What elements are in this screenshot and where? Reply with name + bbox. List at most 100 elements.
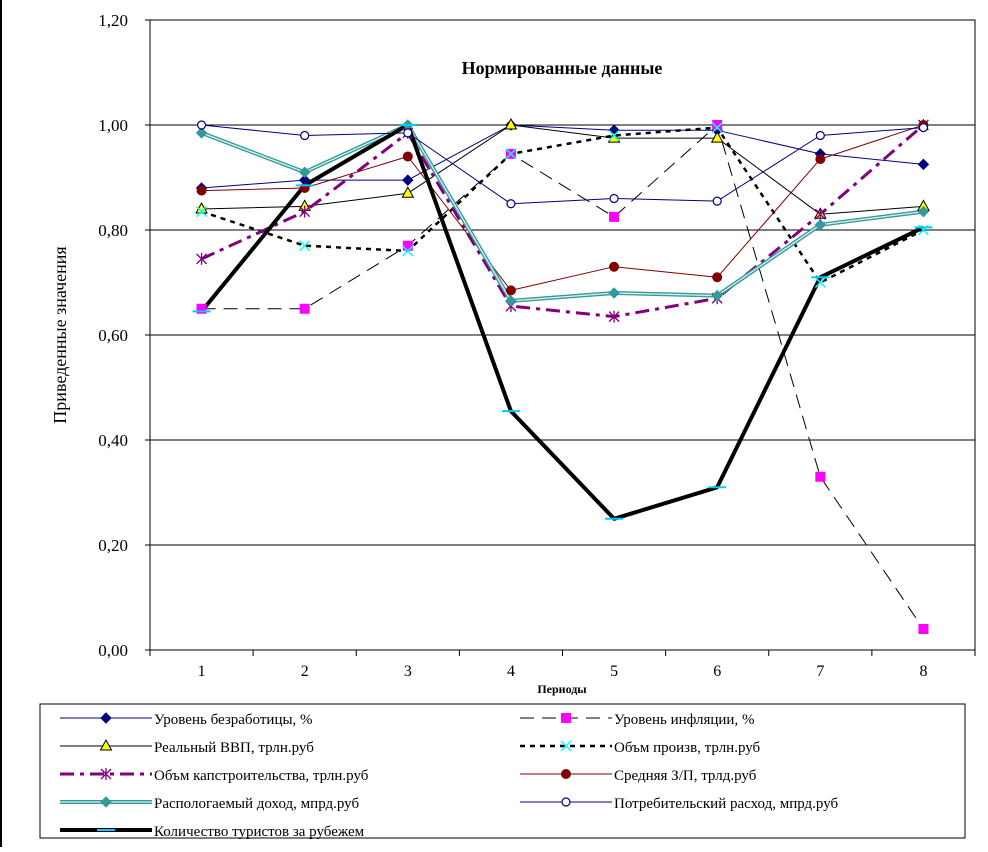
series-line-8 [201, 124, 924, 205]
data-point-series-7 [711, 289, 723, 302]
series-line-9 [200, 123, 925, 521]
y-tick-label: 1,20 [98, 11, 128, 30]
legend-item: Объм произв, трлн.руб [520, 740, 761, 756]
legend-item: Количество туристов за рубежем [60, 824, 365, 840]
legend-marker [100, 768, 112, 780]
data-point-series-4 [814, 276, 826, 289]
gridlines [150, 124, 975, 546]
legend-label: Потребительский расход, мпрд.руб [614, 796, 839, 812]
legend-marker [100, 712, 112, 724]
data-point-series-4 [196, 206, 208, 218]
data-point-series-4 [505, 148, 517, 160]
data-point-series-8 [918, 123, 929, 133]
x-tick-label: 5 [610, 663, 618, 680]
data-point-series-8 [403, 128, 413, 138]
legend-marker [561, 797, 571, 807]
data-point-series-7 [917, 205, 930, 218]
x-tick-label: 8 [919, 663, 927, 680]
data-point-series-3 [710, 131, 724, 143]
data-point-series-6 [196, 185, 207, 196]
series-line-1 [201, 124, 924, 189]
legend-label: Количество туристов за рубежем [154, 824, 365, 840]
data-point-series-7 [298, 166, 311, 178]
legend-item: Реальный ВВП, трлн.руб [60, 738, 314, 756]
legend: Уровень безработицы, % Уровень инфляции, … [60, 712, 839, 840]
y-tick-label: 0,60 [98, 326, 128, 345]
data-point-series-8 [609, 193, 619, 204]
y-tick-label: 1,00 [98, 116, 128, 135]
series-markers [192, 117, 933, 634]
legend-label: Средняя З/П, трлд.руб [614, 768, 757, 784]
x-tick-label: 3 [404, 663, 412, 680]
legend-marker [561, 713, 571, 723]
data-point-series-5 [299, 205, 311, 218]
legend-label: Уровень инфляции, % [614, 712, 754, 728]
legend-label: Распологаемый доход, мпрд.руб [154, 796, 359, 812]
legend-label: Объм капстроительства, трлн.руб [154, 768, 369, 784]
legend-marker [560, 740, 572, 752]
series-line-2 [201, 124, 924, 630]
data-point-series-2 [609, 211, 620, 222]
data-point-series-1 [917, 158, 930, 171]
data-point-series-4 [711, 122, 723, 134]
data-point-series-6 [505, 285, 516, 296]
legend-box [39, 703, 966, 839]
legend-label: Уровень безработицы, % [154, 712, 313, 728]
data-point-series-7 [195, 127, 208, 139]
legend-marker [561, 769, 571, 779]
data-point-series-8 [815, 130, 825, 141]
x-tick-label: 2 [301, 663, 309, 680]
legend-item: Объм капстроительства, трлн.руб [60, 768, 369, 784]
chart-title: Нормированные данные [462, 58, 663, 78]
data-point-series-6 [402, 151, 413, 162]
series-line-6 [201, 124, 924, 291]
data-point-series-1 [402, 174, 414, 186]
data-point-series-7 [814, 219, 827, 231]
legend-label: Реальный ВВП, трлн.руб [154, 740, 314, 756]
data-point-series-3 [401, 186, 415, 198]
data-point-series-4 [608, 129, 620, 142]
series-line-3 [201, 124, 924, 215]
legend-item: Распологаемый доход, мпрд.руб [60, 796, 359, 812]
legend-marker [100, 796, 112, 808]
legend-label: Объм произв, трлн.руб [614, 740, 761, 756]
y-tick-label: 0,80 [98, 221, 128, 240]
axes: 0,00 0,20 0,40 0,60 0,80 1,00 1,20 1 2 3 4 5 6 7 8 [98, 11, 976, 680]
data-point-series-3 [504, 117, 518, 130]
series-line-5 [200, 123, 925, 319]
data-point-series-8 [196, 120, 207, 130]
y-axis-title: Приведенные значения [50, 246, 70, 423]
x-tick-label: 1 [198, 663, 206, 680]
data-point-series-5 [814, 208, 826, 221]
data-point-series-8 [506, 199, 516, 209]
legend-item: Уровень безработицы, % [60, 712, 313, 728]
series-lines [200, 122, 925, 630]
data-point-series-6 [815, 154, 826, 165]
y-tick-label: 0,40 [98, 431, 128, 450]
data-point-series-7 [608, 287, 620, 299]
data-point-series-2 [712, 120, 723, 130]
data-point-series-4 [402, 245, 414, 257]
y-tick-label: 0,20 [98, 536, 128, 555]
data-point-series-2 [196, 303, 207, 314]
data-point-series-2 [299, 303, 310, 314]
data-point-series-4 [299, 240, 311, 252]
legend-marker [99, 738, 113, 751]
data-point-series-7 [505, 295, 517, 307]
data-point-series-3 [607, 131, 621, 143]
data-point-series-2 [815, 471, 826, 482]
x-axis-title: Периоды [537, 682, 587, 696]
data-point-series-6 [609, 261, 620, 272]
x-tick-label: 7 [816, 663, 824, 680]
data-point-series-8 [300, 130, 310, 141]
y-tick-label: 0,00 [98, 641, 128, 660]
data-point-series-8 [712, 196, 722, 206]
data-point-series-5 [196, 252, 208, 265]
data-point-series-5 [608, 310, 620, 323]
data-point-series-2 [918, 624, 929, 634]
series-line-7-inner [201, 124, 924, 302]
data-point-series-6 [712, 272, 723, 283]
legend-item: Средняя З/П, трлд.руб [520, 768, 757, 784]
